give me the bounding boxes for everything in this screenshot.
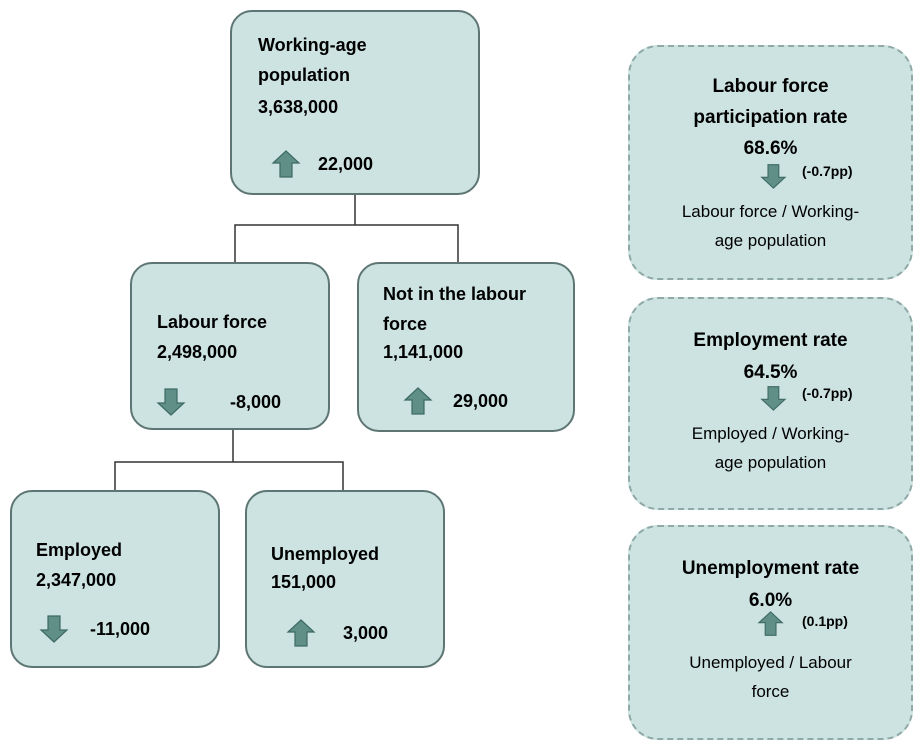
arrow-shape <box>757 611 784 636</box>
node-box: Not in the labour force 1,141,000 29,000 <box>357 262 575 432</box>
node-value: 151,000 <box>271 572 337 592</box>
node-change: 29,000 <box>453 391 509 411</box>
arrow-shape <box>403 387 433 415</box>
node-box: Employed 2,347,000 -11,000 <box>10 490 220 668</box>
rate-formula: Labour force / Working-age population <box>681 202 860 250</box>
node-value: 1,141,000 <box>383 342 464 362</box>
arrow-up <box>757 611 784 636</box>
connector <box>234 195 459 262</box>
arrow-down <box>760 164 787 189</box>
arrow-shape <box>39 615 69 643</box>
rate-formula: Employed / Working-age population <box>691 424 850 472</box>
node-label: Labour force <box>157 312 268 332</box>
arrow-shape <box>271 150 301 178</box>
node-label: Unemployed <box>271 544 380 564</box>
rate-value: 64.5% <box>743 362 798 383</box>
node-label: Employed <box>36 540 123 560</box>
rate-formula: Unemployed / Labour force <box>689 653 852 701</box>
node-value: 2,498,000 <box>157 342 238 362</box>
rate-title: Employment rate <box>693 330 848 351</box>
node-value: 3,638,000 <box>258 97 339 117</box>
node-change: -11,000 <box>90 619 151 639</box>
node-value: 2,347,000 <box>36 570 117 590</box>
arrow-down <box>156 388 186 416</box>
rate-value: 6.0% <box>748 590 793 611</box>
node-box: Working-age population 3,638,000 22,000 <box>230 10 480 195</box>
node-box: Unemployed 151,000 3,000 <box>245 490 445 668</box>
rate-title: Unemployment rate <box>681 558 860 579</box>
rate-title: Labour force participation rate <box>693 76 848 128</box>
rate-change: (0.1pp) <box>802 613 848 629</box>
arrow-down <box>39 615 69 643</box>
arrow-up <box>403 387 433 415</box>
arrow-shape <box>760 386 787 411</box>
arrow-shape <box>156 388 186 416</box>
rate-box: Labour force participation rate 68.6% (-0.… <box>628 45 913 280</box>
arrow-shape <box>286 619 316 647</box>
arrow-down <box>760 386 787 411</box>
node-change: -8,000 <box>230 392 282 412</box>
rate-change: (-0.7pp) <box>802 385 853 401</box>
node-label: Not in the labour force <box>383 284 526 334</box>
rate-value: 68.6% <box>743 138 798 159</box>
rate-box: Employment rate 64.5% (-0.7pp) Employed / W… <box>628 297 913 510</box>
node-change: 3,000 <box>343 623 389 643</box>
arrow-up <box>271 150 301 178</box>
connector <box>114 430 344 490</box>
rate-box: Unemployment rate 6.0% (0.1pp) Unemployed /… <box>628 525 913 740</box>
rate-change: (-0.7pp) <box>802 163 853 179</box>
node-label: Working-age population <box>258 35 367 85</box>
arrow-up <box>286 619 316 647</box>
arrow-shape <box>760 164 787 189</box>
node-box: Labour force 2,498,000 -8,000 <box>130 262 330 430</box>
node-change: 22,000 <box>318 154 374 174</box>
